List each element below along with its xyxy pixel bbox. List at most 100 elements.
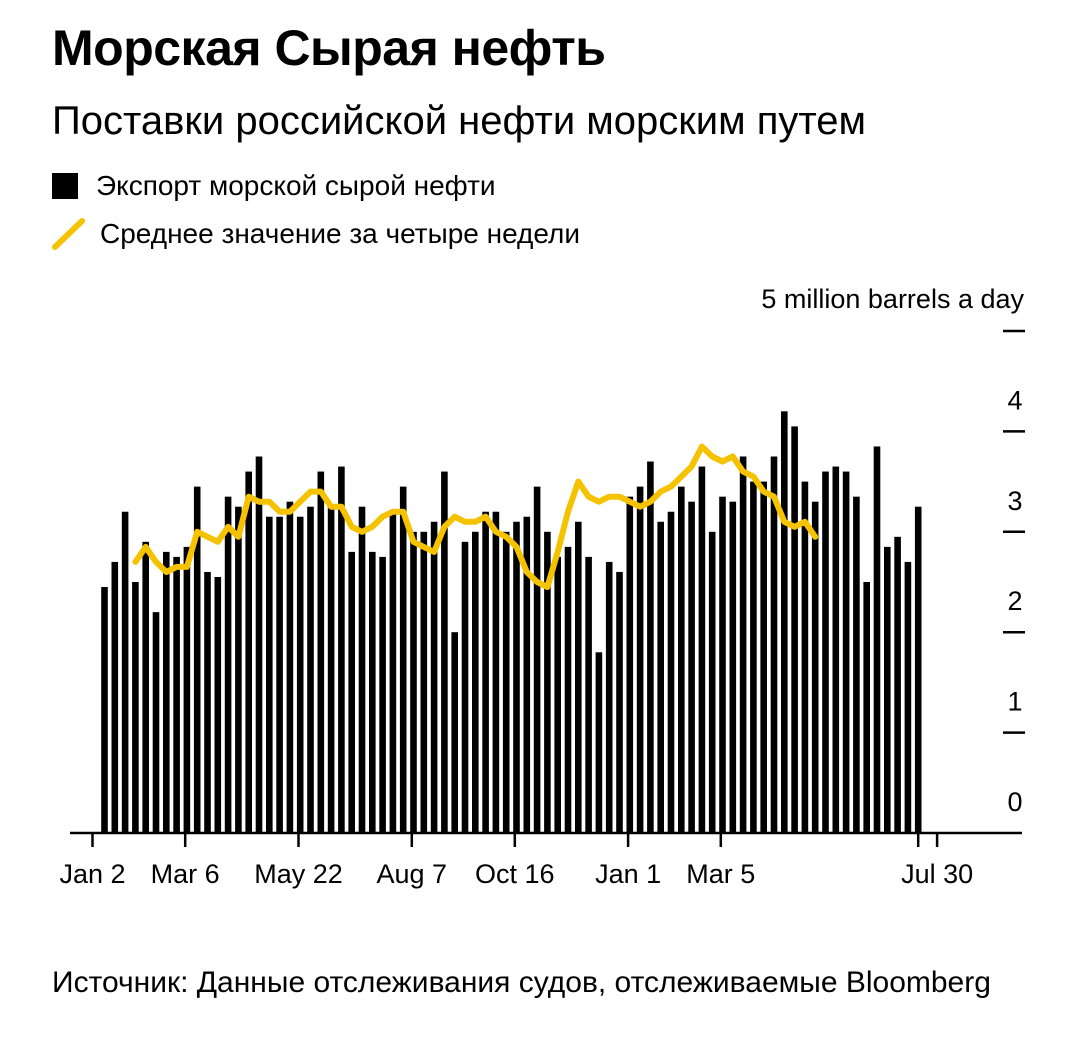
data-bar (276, 516, 283, 833)
x-tick-label: May 22 (254, 859, 343, 889)
data-bar (647, 461, 654, 833)
data-bar (636, 486, 644, 833)
x-tick-label: Jan 1 (595, 859, 661, 889)
data-bar (379, 556, 386, 833)
bar-series (101, 411, 922, 833)
legend-item-bars: Экспорт морской сырой нефти (52, 168, 496, 204)
data-bar (770, 456, 778, 833)
data-bar (441, 471, 448, 833)
data-bar (873, 446, 881, 833)
source-note: Источник: Данные отслеживания судов, отс… (52, 966, 991, 999)
data-bar (451, 632, 458, 833)
x-tick-label: Jul 30 (901, 859, 973, 889)
data-bar (667, 511, 675, 833)
data-bar (884, 546, 891, 833)
data-bar (173, 556, 180, 833)
data-bar (132, 582, 139, 833)
data-bar (811, 501, 819, 833)
data-bar (142, 541, 149, 833)
data-bar (595, 652, 603, 833)
y-tick-label: 3 (1007, 486, 1022, 516)
data-bar (492, 511, 500, 833)
data-bar (750, 481, 757, 833)
legend-item-line: Среднее значение за четыре недели (52, 216, 580, 252)
data-bar (327, 506, 335, 833)
data-bar (245, 471, 252, 833)
data-bar (729, 501, 737, 833)
data-bar (894, 536, 901, 833)
data-bar (286, 501, 294, 833)
data-bar (296, 516, 304, 833)
data-bar (307, 506, 314, 833)
data-bar (708, 531, 716, 833)
data-bar (904, 561, 912, 833)
data-bar (369, 551, 376, 833)
data-bar (420, 531, 428, 833)
x-tick-label: Mar 6 (151, 859, 220, 889)
data-bar (430, 521, 438, 833)
data-bar (163, 551, 170, 833)
bar-swatch-icon (52, 173, 78, 199)
x-axis: Jan 2 Mar 6 May 22 Aug 7 Oct 16 Jan 1 Mar 5 Jul… (59, 831, 1022, 889)
data-bar (626, 496, 634, 833)
y-tick-label: 1 (1007, 687, 1022, 717)
data-bar (266, 516, 273, 833)
average-line-series (132, 443, 819, 590)
data-bar (461, 541, 469, 833)
chart-area: 5 million barrels a day 0 1 2 3 4 Jan 2 Mar 6… (59, 284, 1025, 889)
data-bar (410, 531, 417, 833)
data-bar (739, 456, 747, 833)
x-tick-label: Jan 2 (59, 859, 125, 889)
data-bar (575, 521, 582, 833)
data-bar (544, 531, 551, 833)
data-bar (832, 466, 840, 833)
data-bar (719, 496, 726, 833)
data-bar (204, 571, 211, 833)
x-tick-label: Mar 5 (686, 859, 755, 889)
chart-subtitle: Поставки российской нефти морским путем (52, 99, 867, 143)
data-bar (554, 556, 561, 833)
data-bar (348, 551, 355, 833)
data-bar (338, 466, 345, 833)
x-tick-label: Oct 16 (475, 859, 555, 889)
line-swatch-icon (52, 218, 85, 250)
data-bar (657, 521, 664, 833)
data-bar (523, 516, 531, 833)
data-bar (760, 481, 767, 833)
y-axis-unit-label: 5 million barrels a day (761, 284, 1024, 314)
data-bar (842, 471, 850, 833)
legend-line-label: Среднее значение за четыре недели (100, 218, 581, 249)
data-bar (781, 411, 788, 833)
data-bar (801, 481, 809, 833)
data-bar (822, 471, 829, 833)
legend-bars-label: Экспорт морской сырой нефти (96, 170, 496, 201)
y-tick-label: 2 (1007, 586, 1022, 616)
data-bar (513, 521, 520, 833)
data-bar (111, 561, 119, 833)
chart-title: Морская Сырая нефть (52, 20, 606, 76)
data-bar (193, 486, 201, 833)
data-bar (255, 456, 263, 833)
y-tick-label: 4 (1007, 385, 1022, 415)
data-bar (472, 531, 479, 833)
data-bar (317, 471, 325, 833)
y-axis-ticks: 0 1 2 3 4 (1003, 329, 1025, 817)
data-bar (224, 496, 232, 833)
data-bar (399, 486, 407, 833)
data-bar (616, 571, 623, 833)
data-bar (482, 511, 489, 833)
data-bar (183, 546, 191, 833)
data-bar (214, 576, 222, 833)
data-bar (914, 506, 922, 833)
data-bar (358, 506, 366, 833)
data-bar (863, 582, 870, 833)
data-bar (698, 466, 706, 833)
data-bar (678, 486, 685, 833)
data-bar (564, 546, 572, 833)
data-bar (389, 511, 397, 833)
data-bar (853, 496, 860, 833)
data-bar (533, 486, 541, 833)
data-bar (605, 561, 613, 833)
data-bar (101, 587, 108, 833)
average-line (132, 443, 819, 590)
